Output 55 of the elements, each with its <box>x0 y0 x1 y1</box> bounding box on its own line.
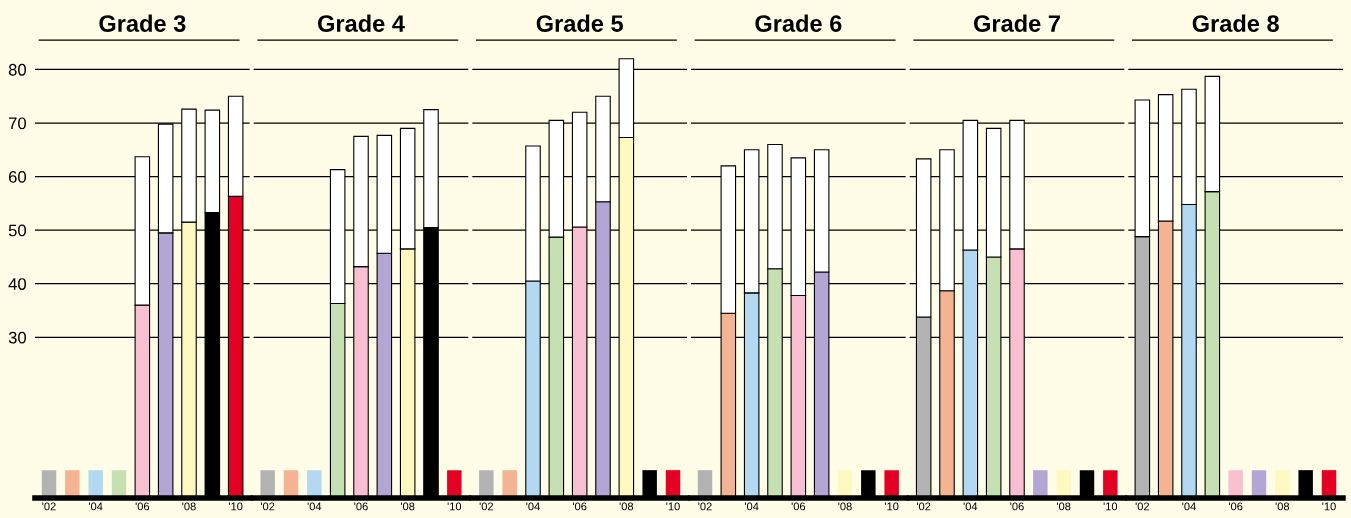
y-tick-label: 60 <box>8 171 27 183</box>
bar <box>88 470 103 498</box>
x-tick-label: '02 <box>479 502 494 511</box>
x-tick-label: '10 <box>447 502 462 511</box>
chart-title: Grade 7 <box>974 14 1060 32</box>
x-tick-label: '06 <box>791 502 806 511</box>
x-tick-label: '08 <box>619 502 634 511</box>
bar <box>884 470 899 498</box>
x-tick-label: '10 <box>1322 502 1336 511</box>
x-tick-label: '10 <box>666 502 680 511</box>
bar <box>1275 470 1290 498</box>
chart-title: Grade 4 <box>318 14 405 32</box>
bar <box>307 470 322 498</box>
x-tick-label: '04 <box>526 502 540 511</box>
bar <box>65 470 80 498</box>
bar <box>1103 470 1118 498</box>
y-tick-label: 50 <box>8 224 27 237</box>
chart-title: Grade 8 <box>1192 14 1279 32</box>
x-tick-label: '10 <box>884 502 899 511</box>
x-tick-label: '08 <box>1275 502 1290 511</box>
x-tick-label: '08 <box>182 502 196 511</box>
bar <box>1033 470 1048 498</box>
x-tick-label: '02 <box>42 502 56 511</box>
x-tick-label: '02 <box>698 502 712 511</box>
y-tick-label: 80 <box>8 63 27 76</box>
x-tick-label: '04 <box>307 502 322 511</box>
bar <box>502 470 517 498</box>
x-tick-label: '08 <box>1056 502 1071 511</box>
x-tick-label: '08 <box>838 502 852 511</box>
bar <box>479 470 494 498</box>
chart-title: Grade 5 <box>536 14 623 32</box>
x-tick-label: '04 <box>744 502 759 511</box>
x-tick-label: '02 <box>916 502 931 511</box>
x-tick-label: '08 <box>400 502 415 511</box>
bar <box>1228 470 1243 498</box>
bar <box>447 470 462 498</box>
x-tick-label: '06 <box>354 502 368 511</box>
x-tick-label: '04 <box>963 502 978 511</box>
x-tick-label: '06 <box>1228 502 1243 511</box>
y-tick-label: 70 <box>8 117 27 130</box>
x-tick-label: '06 <box>1010 502 1024 511</box>
x-tick-label: '10 <box>228 502 243 511</box>
bar <box>260 470 275 498</box>
x-tick-label: '10 <box>1103 502 1118 511</box>
y-tick-label: 30 <box>8 331 27 344</box>
chart-title: Grade 3 <box>99 14 186 32</box>
x-tick-label: '02 <box>1135 502 1150 511</box>
x-tick-label: '06 <box>572 502 587 511</box>
x-tick-label: '02 <box>260 502 275 511</box>
x-tick-label: '04 <box>1182 502 1196 511</box>
x-tick-label: '04 <box>88 502 103 511</box>
x-tick-label: '06 <box>135 502 150 511</box>
y-tick-label: 40 <box>8 278 27 290</box>
bar <box>1056 470 1071 498</box>
chart-title: Grade 6 <box>755 14 842 32</box>
